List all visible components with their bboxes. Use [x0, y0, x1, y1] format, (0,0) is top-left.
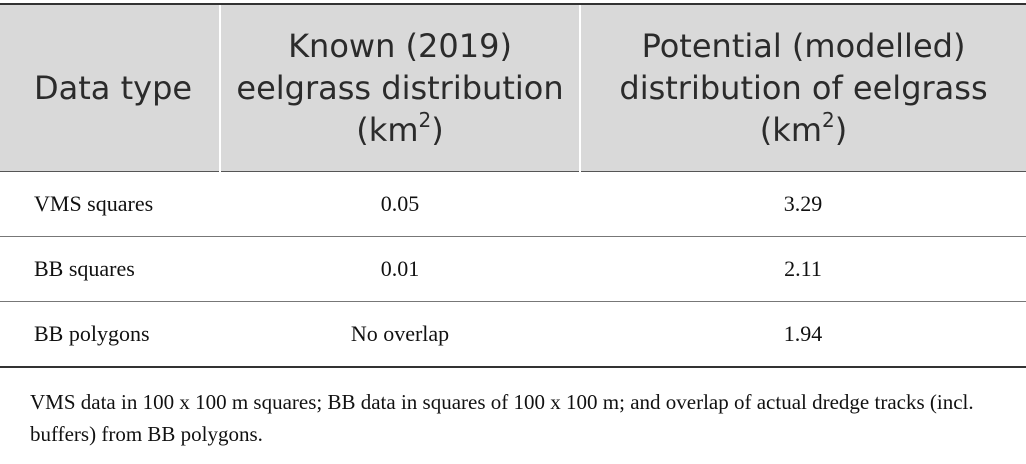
- header-cell: Data type: [0, 3, 220, 172]
- header-text: Known (2019) eelgrass distribution (km: [236, 26, 564, 149]
- table-cell: 0.05: [220, 171, 580, 237]
- table-cell: 3.29: [580, 171, 1026, 237]
- header-cell: Known (2019) eelgrass distribution (km2): [219, 3, 580, 172]
- table-row: VMS squares 0.05 3.29: [0, 171, 1026, 237]
- header-text: Data type: [34, 68, 193, 107]
- header-row: Data type Known (2019) eelgrass distribut…: [0, 3, 1026, 172]
- data-table: Data type Known (2019) eelgrass distribut…: [0, 3, 1026, 368]
- header-text: ): [834, 110, 848, 149]
- header-text: ): [431, 110, 444, 149]
- table-cell: 2.11: [580, 236, 1026, 302]
- table-cell: 1.94: [580, 301, 1026, 368]
- table-cell: No overlap: [220, 301, 580, 368]
- footnote: VMS data in 100 x 100 m squares; BB data…: [30, 390, 974, 446]
- superscript: 2: [821, 107, 835, 132]
- table-cell: BB polygons: [0, 301, 220, 368]
- header-text: Potential (modelled) distribution of eel…: [619, 26, 988, 149]
- table-cell: 0.01: [220, 236, 580, 302]
- table-row: BB polygons No overlap 1.94: [0, 301, 1026, 368]
- table-cell: VMS squares: [0, 171, 220, 237]
- table-header: Data type Known (2019) eelgrass distribut…: [0, 3, 1026, 172]
- header-cell: Potential (modelled) distribution of eel…: [579, 3, 1026, 172]
- table-row: BB squares 0.01 2.11: [0, 236, 1026, 302]
- table-cell: BB squares: [0, 236, 220, 302]
- superscript: 2: [418, 107, 432, 132]
- table-body: VMS squares 0.05 3.29 BB squares 0.01 2.11 BB …: [0, 171, 1026, 368]
